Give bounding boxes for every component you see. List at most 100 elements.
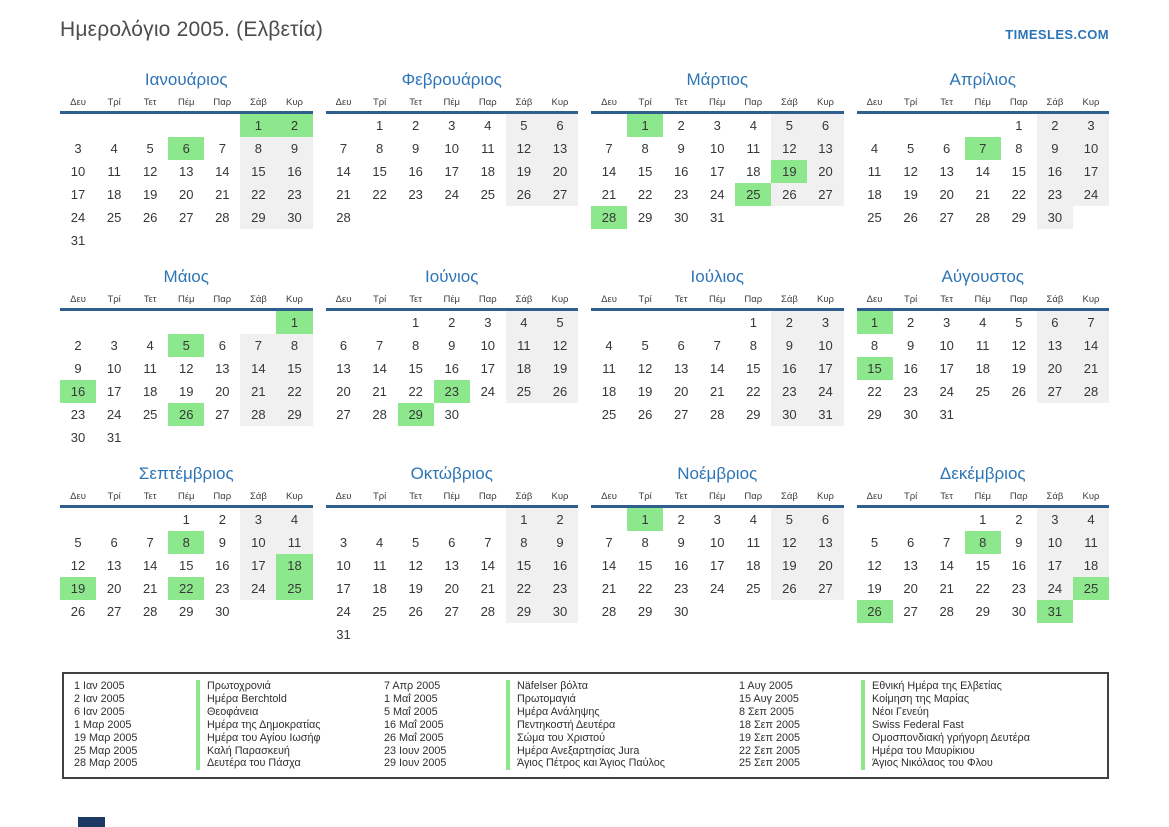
weekday-header: Πέμ xyxy=(708,491,726,502)
day-cell: 16 xyxy=(673,164,689,179)
day-cell: 23 xyxy=(408,187,423,202)
day-cell: 10 xyxy=(444,141,459,156)
weekday-header: Παρ xyxy=(213,97,232,108)
day-cell: 20 xyxy=(1036,357,1073,380)
day-cell: 28 xyxy=(939,604,954,619)
day-cell: 12 xyxy=(867,558,882,573)
legend-date: 25 Σεπ 2005 xyxy=(739,757,800,770)
weekday-header: Πέμ xyxy=(974,491,992,502)
month-title: Μάρτιος xyxy=(686,70,749,89)
weekday-header: Τρί xyxy=(372,97,387,108)
day-cell: 23 xyxy=(276,183,313,206)
days-grid: 1 2 3 4 5 6 7 8 9 10 11 12 13 14 15 16 17 18 19 20 21 22 23 24 2… xyxy=(60,311,313,449)
month-november: Νοέμβριος Δευ Τρί Τετ Πέμ Παρ Σάβ Κυρ 1 2 3 4 5 6 7 8 9 1… xyxy=(591,464,844,646)
day-cell: 24 xyxy=(444,187,459,202)
weekday-header-row: Δευ Τρί Τετ Πέμ Παρ Σάβ Κυρ xyxy=(591,491,844,508)
day-cell: 26 xyxy=(541,380,578,403)
day-cell: 11 xyxy=(143,361,157,376)
day-cell: 6 xyxy=(1036,311,1073,334)
weekday-header: Τετ xyxy=(940,97,954,108)
day-cell: 11 xyxy=(372,558,387,573)
day-cell: 9 xyxy=(276,137,313,160)
day-cell: 23 xyxy=(673,581,689,596)
day-cell: 14 xyxy=(975,164,990,179)
holiday-day-cell: 1 xyxy=(240,114,277,137)
weekday-header: Δευ xyxy=(866,97,883,108)
day-cell: 21 xyxy=(601,581,617,596)
weekday-header: Σάβ xyxy=(780,294,798,305)
day-cell: 6 xyxy=(807,508,844,531)
day-cell: 21 xyxy=(480,581,496,596)
day-cell: 27 xyxy=(903,604,918,619)
day-cell: 21 xyxy=(372,384,387,399)
days-grid: 1 2 3 4 5 6 7 8 9 10 11 12 13 14 15 16 17 18 19 20 21 22 23 24 2… xyxy=(856,114,1109,229)
month-july: Ιούλιος Δευ Τρί Τετ Πέμ Παρ Σάβ Κυρ 1 2 3 4 5 6 7 8 9 10 1… xyxy=(591,267,844,449)
weekday-header: Σάβ xyxy=(515,491,533,502)
day-cell: 9 xyxy=(771,334,808,357)
day-cell: 21 xyxy=(601,187,617,202)
day-cell: 11 xyxy=(746,141,761,156)
day-cell: 15 xyxy=(372,164,387,179)
weekday-header: Τετ xyxy=(940,294,954,305)
day-cell: 18 xyxy=(746,558,761,573)
legend-date: 1 Ιαν 2005 xyxy=(74,680,125,692)
day-cell: 4 xyxy=(749,512,757,527)
holiday-day-cell: 1 xyxy=(856,311,893,334)
legend-group: 1 Ιαν 2005 Πρωτοχρονιά 2 Ιαν 2005 Ημέρα Ber… xyxy=(74,680,384,771)
day-cell: 4 xyxy=(1072,508,1109,531)
legend-group: 1 Αυγ 2005 Εθνική Ημέρα της Ελβετίας 15 Αυ… xyxy=(739,680,1097,771)
holiday-day-cell: 25 xyxy=(1072,577,1109,600)
day-cell: 12 xyxy=(1011,338,1027,353)
day-cell: 11 xyxy=(746,535,761,550)
weekday-header: Τρί xyxy=(638,491,652,502)
day-cell: 25 xyxy=(106,210,122,225)
weekday-header: Παρ xyxy=(213,491,232,502)
day-cell: 9 xyxy=(677,141,685,156)
day-cell: 28 xyxy=(372,407,387,422)
day-cell: 18 xyxy=(106,187,122,202)
month-april: Απρίλιος Δευ Τρί Τετ Πέμ Παρ Σάβ Κυρ 1 2 3 4 5 6 7 8 9 10… xyxy=(856,70,1109,252)
holiday-day-cell: 16 xyxy=(60,380,97,403)
day-cell: 28 xyxy=(240,403,277,426)
weekday-header: Πέμ xyxy=(708,294,726,305)
day-cell: 16 xyxy=(771,357,808,380)
day-cell: 22 xyxy=(240,183,277,206)
day-cell: 19 xyxy=(142,187,158,202)
day-cell: 3 xyxy=(240,508,277,531)
day-cell: 19 xyxy=(541,357,578,380)
day-cell: 13 xyxy=(336,361,351,376)
day-cell: 2 xyxy=(74,338,82,353)
weekday-header: Τετ xyxy=(143,491,157,502)
day-cell: 24 xyxy=(1072,183,1109,206)
empty-day-cell xyxy=(96,508,133,531)
day-cell: 27 xyxy=(215,407,230,422)
weekday-header: Σάβ xyxy=(249,97,267,108)
legend-holiday-name: Ημέρα Ανάληψης xyxy=(506,705,739,719)
weekday-header: Τετ xyxy=(674,97,688,108)
days-grid: 1 2 3 4 5 6 7 8 9 10 11 12 13 14 15 16 17 18 19 20 21 22 23 24 2… xyxy=(325,508,578,646)
day-cell: 5 xyxy=(146,141,154,156)
legend-holiday-name: Πρωτομαγιά xyxy=(506,692,739,706)
day-cell: 4 xyxy=(110,141,118,156)
holiday-day-cell: 2 xyxy=(276,114,313,137)
day-cell: 16 xyxy=(215,558,230,573)
day-cell: 8 xyxy=(240,137,277,160)
day-cell: 1 xyxy=(375,118,384,133)
day-cell: 25 xyxy=(975,384,990,399)
legend-holiday-name: Άγιος Πέτρος και Άγιος Παύλος xyxy=(506,757,739,771)
day-cell: 15 xyxy=(975,558,990,573)
holiday-day-cell: 8 xyxy=(964,531,1001,554)
day-cell: 13 xyxy=(673,361,689,376)
day-cell: 27 xyxy=(541,183,578,206)
day-cell: 28 xyxy=(215,210,230,225)
day-cell: 31 xyxy=(70,233,86,248)
day-cell: 31 xyxy=(710,210,725,225)
weekday-header: Κυρ xyxy=(551,294,569,305)
weekday-header: Κυρ xyxy=(1082,97,1100,108)
empty-day-cell xyxy=(132,311,169,334)
day-cell: 11 xyxy=(867,164,882,179)
empty-day-cell xyxy=(168,311,205,334)
day-cell: 7 xyxy=(943,535,951,550)
brand-link[interactable]: TIMESLES.COM xyxy=(1005,27,1109,42)
